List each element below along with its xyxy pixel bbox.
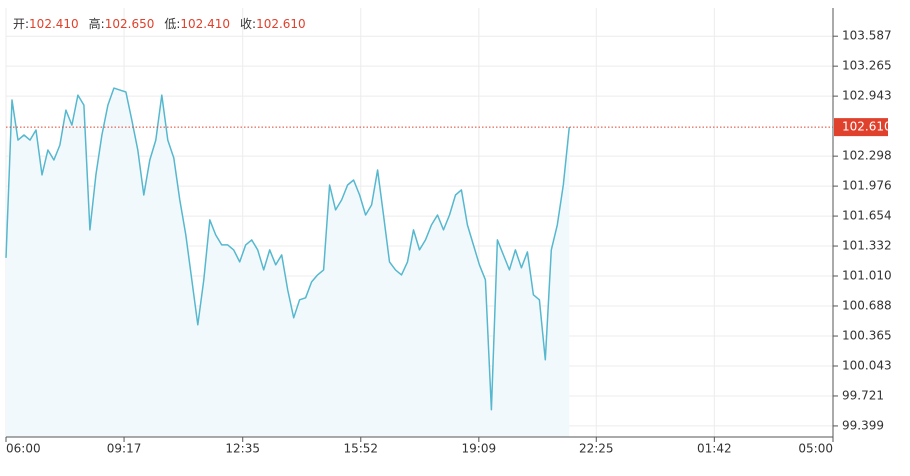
ohlc-value: 102.410 [180, 17, 230, 31]
y-tick-label: 100.365 [842, 329, 892, 343]
ohlc-name: 开: [13, 17, 29, 31]
x-tick-label: 19:09 [462, 442, 497, 456]
x-tick-label: 01:42 [697, 442, 732, 456]
y-tick-label: 103.587 [842, 29, 892, 43]
x-tick-label: 09:17 [107, 442, 142, 456]
last-price-box [834, 118, 888, 137]
ohlc-value: 102.410 [29, 17, 79, 31]
y-tick-label: 102.943 [842, 89, 892, 103]
y-tick-label: 100.688 [842, 298, 892, 312]
y-tick-label: 99.721 [842, 388, 884, 402]
ohlc-header: 开:102.410 高:102.650 低:102.410 收:102.610 [13, 16, 306, 31]
x-tick-label: 12:35 [225, 442, 260, 456]
y-tick-label: 101.010 [842, 269, 892, 283]
x-tick-label: 05:00 [798, 442, 833, 456]
y-tick-label: 101.332 [842, 239, 892, 253]
area [6, 88, 570, 437]
ohlc-value: 102.610 [256, 17, 306, 31]
x-tick-label: 22:25 [579, 442, 614, 456]
price-line [5, 87, 571, 411]
x-tick-label: 06:00 [6, 442, 41, 456]
y-tick-label: 103.265 [842, 59, 892, 73]
ohlc-name: 收: [240, 17, 256, 31]
y-tick-label: 99.399 [842, 418, 884, 432]
last-price-label: 102.610 [842, 120, 892, 134]
x-tick-label: 15:52 [343, 442, 378, 456]
y-tick-label: 102.298 [842, 149, 892, 163]
y-tick-label: 101.654 [842, 209, 892, 223]
ohlc-name: 低: [164, 17, 180, 31]
ohlc-value: 102.650 [105, 17, 155, 31]
y-tick-label: 100.043 [842, 358, 892, 372]
ohlc-name: 高: [89, 16, 105, 31]
y-tick-label: 101.976 [842, 179, 892, 193]
